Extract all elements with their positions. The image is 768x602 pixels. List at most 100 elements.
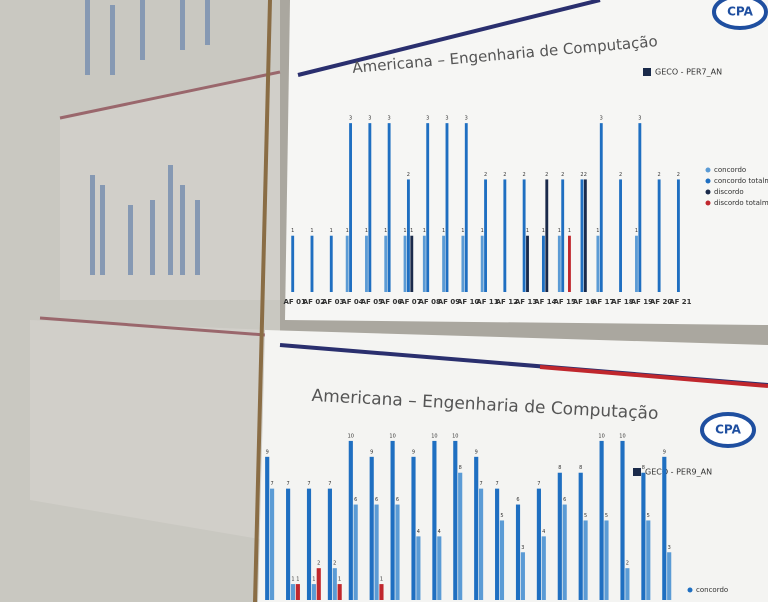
bar — [464, 123, 468, 293]
bar — [337, 584, 342, 600]
bar — [310, 235, 314, 292]
logo — [700, 412, 756, 448]
bar — [348, 440, 353, 600]
value-label: 2 — [658, 172, 661, 178]
bar — [316, 568, 321, 600]
frame — [253, 0, 272, 602]
legend-title: GECO - PER9_AN — [645, 468, 712, 477]
value-label: 8 — [642, 465, 645, 471]
bar — [599, 123, 603, 293]
value-label: 4 — [438, 529, 441, 535]
value-label: 9 — [475, 449, 478, 455]
value-label: 3 — [600, 116, 603, 122]
value-label: 3 — [388, 116, 391, 122]
legend-label: concordo — [696, 586, 728, 594]
value-label: 2 — [619, 172, 622, 178]
bar — [676, 179, 680, 292]
bar — [604, 520, 609, 600]
value-label: 7 — [495, 481, 498, 487]
x-tick-label: AF 02 — [303, 298, 326, 306]
bar — [568, 235, 571, 292]
x-tick-label: AF 01 — [283, 298, 306, 306]
value-label: 9 — [412, 449, 415, 455]
value-label: 1 — [296, 577, 299, 583]
x-tick-label: AF 16 — [573, 298, 596, 306]
value-label: 7 — [307, 481, 310, 487]
x-tick-label: AF 06 — [380, 298, 403, 306]
legend-label: discordo totalmente — [714, 199, 768, 207]
bar — [667, 552, 672, 600]
value-label: 8 — [558, 465, 561, 471]
bar — [495, 488, 500, 600]
bar — [369, 456, 374, 600]
bar — [583, 179, 587, 292]
bar — [522, 179, 526, 292]
value-label: 1 — [568, 228, 571, 234]
value-label: 6 — [396, 497, 399, 503]
legend-marker — [705, 167, 711, 173]
x-tick-label: AF 04 — [341, 298, 364, 306]
legend-label: concordo totalmente — [714, 177, 768, 185]
value-label: 1 — [365, 228, 368, 234]
value-label: 6 — [354, 497, 357, 503]
bar — [387, 123, 391, 293]
x-tick-label: AF 11 — [476, 298, 499, 306]
legend-swatch — [633, 468, 641, 476]
value-label: 1 — [481, 228, 484, 234]
value-label: 3 — [521, 545, 524, 551]
bar — [353, 504, 358, 600]
value-label: 1 — [542, 228, 545, 234]
bar — [379, 584, 384, 600]
bar — [499, 520, 505, 600]
value-label: 10 — [348, 433, 354, 439]
bar — [395, 504, 400, 600]
bar — [536, 488, 541, 600]
bar — [479, 488, 484, 600]
bar — [291, 235, 295, 292]
legend-label: concordo — [714, 166, 746, 174]
bar — [625, 568, 630, 600]
value-label: 1 — [346, 228, 349, 234]
value-label: 8 — [459, 465, 462, 471]
x-tick-label: AF 19 — [631, 298, 654, 306]
bar — [290, 584, 296, 600]
logo-text: CPA — [715, 423, 742, 437]
value-label: 1 — [291, 577, 294, 583]
value-label: 7 — [270, 481, 273, 487]
bar — [557, 235, 561, 292]
value-label: 7 — [537, 481, 540, 487]
bar — [332, 568, 337, 600]
value-label: 2 — [545, 172, 548, 178]
value-label: 5 — [647, 513, 650, 519]
bar — [327, 488, 332, 600]
value-label: 2 — [677, 172, 680, 178]
bar — [270, 488, 275, 600]
bar — [426, 123, 430, 293]
legend-marker — [705, 200, 711, 206]
bar — [541, 235, 545, 292]
value-label: 10 — [389, 433, 395, 439]
value-label: 10 — [452, 433, 458, 439]
bar — [526, 235, 529, 292]
x-tick-label: AF 15 — [553, 298, 576, 306]
x-tick-label: AF 07 — [399, 298, 422, 306]
legend-marker — [687, 587, 693, 593]
logo — [712, 0, 768, 30]
bar — [286, 488, 291, 600]
value-label: 9 — [663, 449, 666, 455]
bar — [662, 456, 667, 600]
bar — [311, 584, 316, 600]
bar — [453, 440, 458, 600]
bar — [619, 179, 622, 292]
value-label: 1 — [635, 228, 638, 234]
legend-title: GECO - PER7_AN — [655, 68, 722, 77]
value-label: 1 — [596, 228, 599, 234]
value-label: 3 — [668, 545, 671, 551]
poster-stripe — [297, 0, 601, 77]
bar — [445, 123, 449, 293]
bar — [368, 123, 372, 293]
value-label: 2 — [333, 561, 336, 567]
value-label: 10 — [598, 433, 604, 439]
bar — [638, 123, 642, 293]
